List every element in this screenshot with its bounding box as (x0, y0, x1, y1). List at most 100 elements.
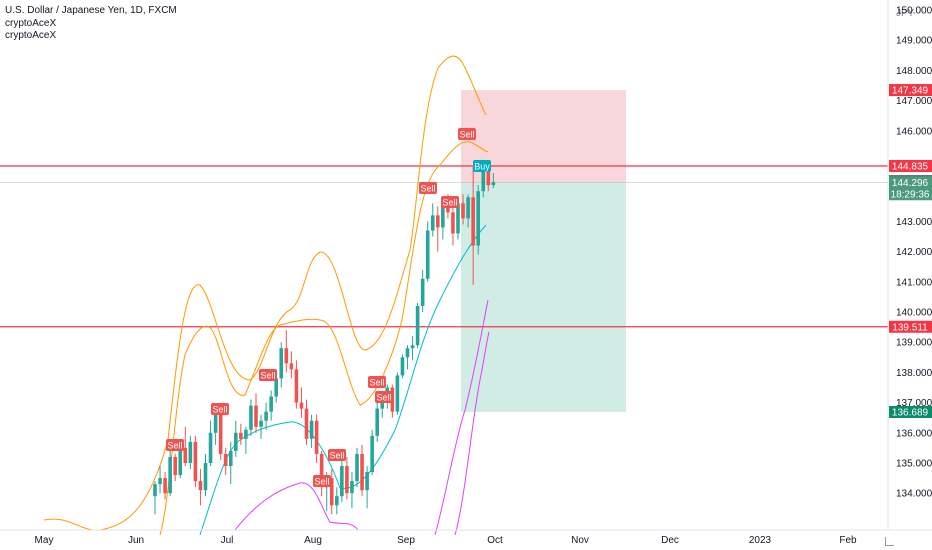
candle (451, 203, 455, 246)
y-tick-label: 150.000 (896, 6, 932, 17)
candle (491, 173, 496, 189)
candle-body (208, 432, 213, 463)
stop-price-badge-text: 147.349 (892, 86, 929, 97)
candle-body (158, 478, 162, 485)
candle-body (345, 466, 349, 494)
candle-body (481, 170, 486, 192)
candle-body (264, 411, 268, 421)
outer-lower-band (159, 141, 489, 536)
candle-body (415, 305, 420, 346)
sell-signal: Sell (259, 369, 277, 381)
candle (208, 420, 213, 467)
candle-body (405, 348, 410, 358)
candle-body (451, 212, 455, 234)
candle-body (355, 453, 359, 482)
candle-body (294, 369, 299, 403)
candle (340, 459, 344, 503)
candle (350, 472, 354, 509)
signal-label: Sell (369, 378, 384, 388)
candle (370, 429, 374, 476)
x-tick-label: Feb (839, 535, 857, 546)
candle-body (163, 478, 167, 494)
candle-body (289, 363, 294, 370)
support-price-badge (889, 320, 932, 333)
candle-body (335, 496, 339, 506)
outer-upper-band (43, 55, 487, 531)
candle (168, 450, 172, 497)
x-tick-label: Dec (661, 535, 679, 546)
candle-body (173, 456, 177, 476)
candle-body (188, 441, 193, 463)
candle (304, 399, 309, 445)
candle (410, 336, 415, 361)
candle-body (168, 456, 172, 494)
candle (319, 450, 324, 497)
signal-badge (473, 160, 491, 172)
y-tick-label: 138.000 (896, 368, 932, 379)
signal-badge (313, 475, 331, 487)
entry-price-text: 144.296 (892, 178, 929, 189)
candle-body (254, 405, 258, 427)
candle (345, 456, 349, 500)
candle-body (365, 472, 369, 491)
candle (234, 420, 238, 457)
candle-body (410, 345, 415, 349)
candle (299, 387, 304, 418)
candle-body (370, 435, 374, 473)
signal-badge (368, 376, 386, 388)
signal-label: Sell (420, 184, 435, 194)
candle (430, 203, 435, 237)
candle-body (304, 408, 309, 439)
candle-body (461, 203, 465, 219)
indicator-label[interactable]: cryptoAceX (5, 30, 57, 41)
candle (269, 390, 273, 421)
y-tick-label: 148.000 (896, 66, 932, 77)
x-tick-label: Aug (304, 535, 322, 546)
sell-signal: Sell (419, 182, 437, 194)
sell-signal: Sell (328, 449, 346, 461)
scale-toggle-icon[interactable] (885, 537, 894, 546)
signal-badge (166, 439, 184, 451)
candle (153, 481, 157, 515)
signal-label: Sell (260, 371, 275, 381)
candle-body (430, 215, 435, 231)
candle (218, 411, 223, 460)
candle-body (380, 402, 385, 409)
candle (461, 194, 465, 225)
candle-body (446, 206, 450, 213)
candle-body (314, 420, 319, 454)
candle (355, 447, 359, 488)
candle-body (471, 197, 475, 246)
symbol-title[interactable]: U.S. Dollar / Japanese Yen, 1D, FXCM (5, 5, 177, 16)
candle-body (269, 396, 273, 412)
countdown-text: 18:29:36 (891, 189, 930, 200)
candle (360, 444, 364, 497)
inner-lower-band (234, 482, 359, 531)
y-tick-label: 146.000 (896, 126, 932, 137)
candle (405, 345, 410, 370)
candle-body (223, 453, 228, 467)
target-price-badge (889, 405, 932, 418)
candle-body (183, 447, 188, 463)
candle (436, 206, 440, 252)
signal-badge (458, 128, 476, 140)
candle-body (340, 466, 344, 497)
x-tick-label: 2023 (749, 535, 772, 546)
indicator-label[interactable]: cryptoAceX (5, 17, 57, 29)
candle-body (218, 414, 223, 454)
signal-label: Sell (459, 130, 474, 140)
candle-body (259, 420, 263, 427)
candle-body (244, 429, 248, 439)
signal-label: Sell (167, 441, 182, 451)
signal-badge (419, 182, 437, 194)
candle-body (153, 484, 157, 497)
candle-body (178, 447, 183, 476)
candle-body (441, 206, 445, 228)
candle (264, 402, 268, 430)
candle (471, 167, 475, 285)
chart-legend: U.S. Dollar / Japanese Yen, 1D, FXCM cry… (5, 5, 177, 43)
candle-body (456, 203, 460, 234)
candle (279, 342, 284, 388)
